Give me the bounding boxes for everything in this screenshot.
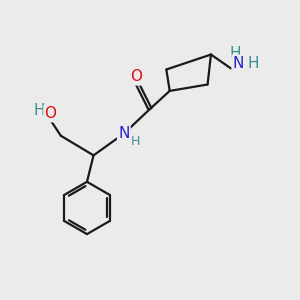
Text: H: H	[130, 136, 140, 148]
Text: O: O	[130, 69, 142, 84]
Text: H: H	[33, 103, 45, 118]
Text: N: N	[232, 56, 244, 71]
Text: H: H	[248, 56, 259, 71]
Text: N: N	[118, 126, 130, 141]
Text: H: H	[230, 46, 241, 61]
Text: O: O	[44, 106, 56, 121]
